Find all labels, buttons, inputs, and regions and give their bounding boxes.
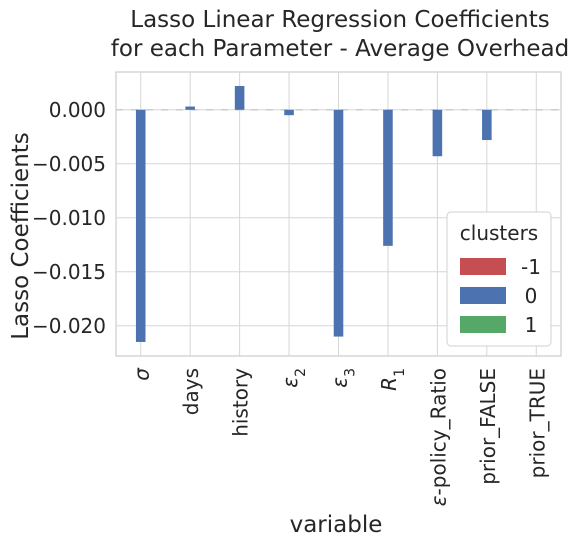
bars-layer: [135, 86, 492, 342]
legend-box: [446, 211, 552, 347]
y-axis-label: Lasso Coefficients: [8, 132, 34, 340]
bar: [432, 109, 443, 157]
legend-title: clusters: [460, 221, 538, 245]
bar: [333, 109, 344, 337]
bar: [383, 109, 393, 246]
x-tick-label: prior_TRUE: [525, 368, 549, 478]
y-tick-label: −0.015: [32, 260, 106, 284]
chart-title-line-2: for each Parameter - Average Overhead: [111, 36, 569, 62]
bar: [284, 109, 294, 116]
bar: [482, 109, 492, 141]
axis-layer: 0.000 −0.005 −0.010 −0.015 −0.020 σ days histor…: [32, 98, 549, 506]
bar: [185, 106, 195, 110]
legend: clusters -1 0 1: [446, 211, 552, 347]
x-axis-label: variable: [290, 512, 383, 538]
legend-label: -1: [521, 255, 541, 279]
x-tick-label: ε2: [278, 368, 309, 388]
y-tick-label: −0.005: [32, 152, 106, 176]
legend-label: 0: [525, 284, 538, 308]
legend-label: 1: [525, 313, 538, 337]
x-tick-label: ε3: [328, 368, 359, 388]
chart-title-line-1: Lasso Linear Regression Coefficients: [130, 7, 549, 33]
bar: [135, 109, 146, 342]
y-tick-label: −0.010: [32, 206, 106, 230]
x-tick-label: σ: [130, 367, 154, 381]
legend-swatch: [460, 287, 506, 304]
x-tick-label: R1: [377, 368, 408, 391]
legend-swatch: [460, 258, 506, 275]
legend-swatch: [460, 316, 506, 333]
x-tick-label: history: [229, 368, 253, 437]
x-tick-label: prior_FALSE: [476, 368, 500, 485]
bar: [234, 86, 245, 110]
y-tick-label: −0.020: [32, 314, 106, 338]
x-tick-label: ε-policy_Ratio: [426, 368, 450, 506]
x-tick-label: days: [179, 368, 203, 415]
y-tick-label: 0.000: [49, 98, 106, 122]
